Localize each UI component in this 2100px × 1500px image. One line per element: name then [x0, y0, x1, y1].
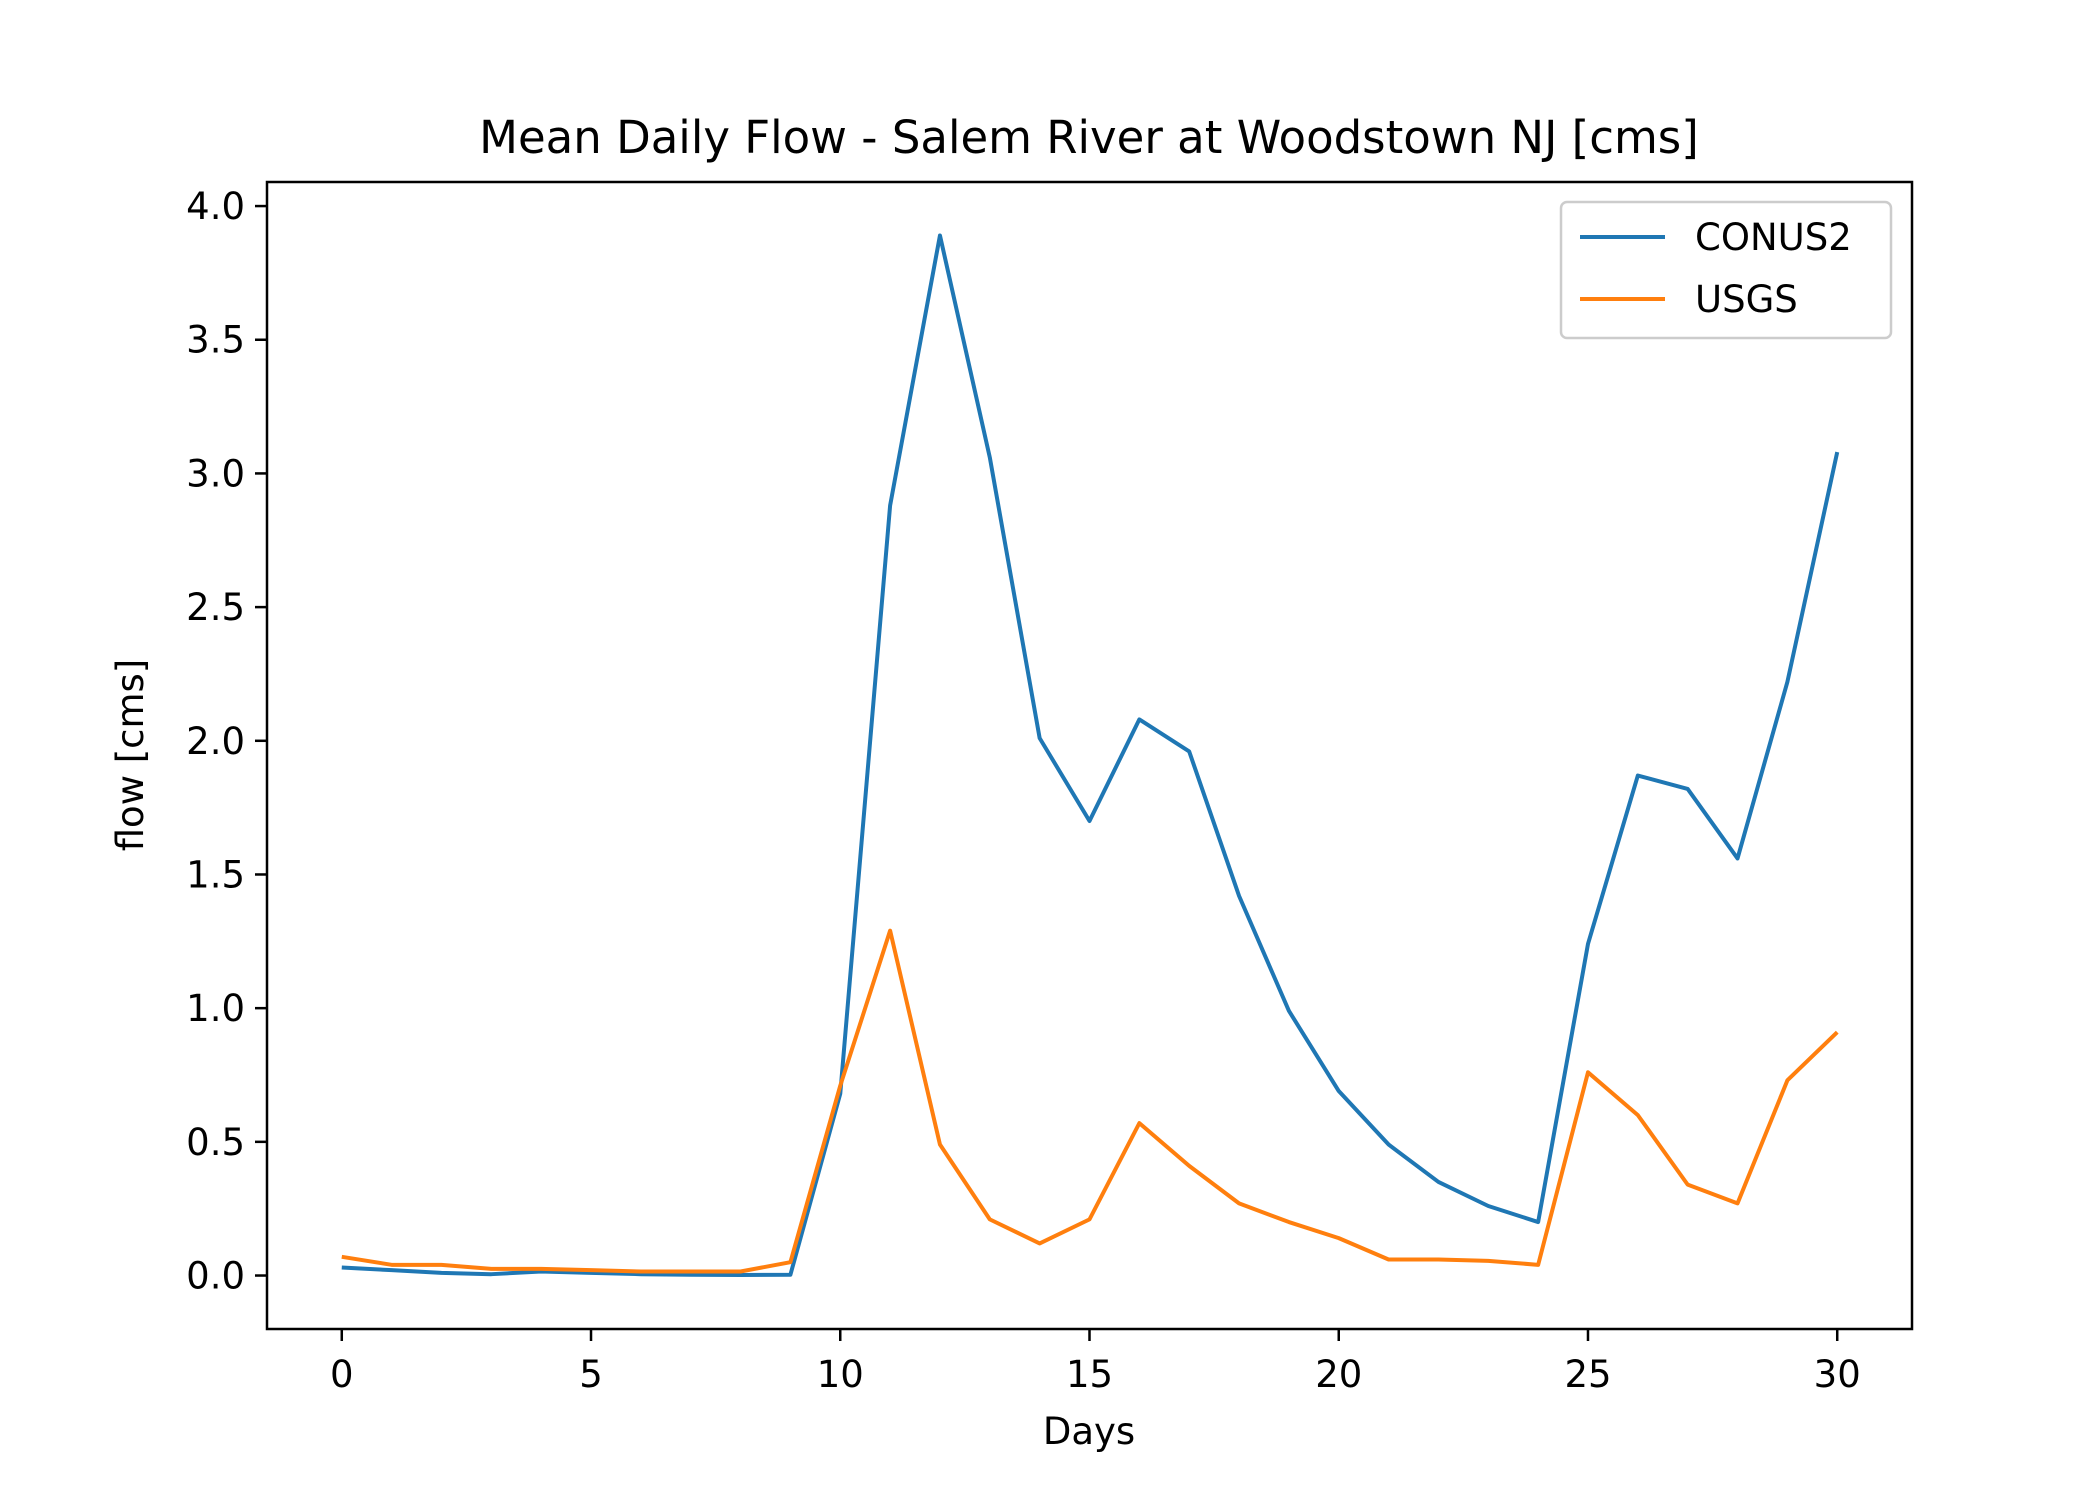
- data-point-conus2: [1536, 1220, 1540, 1224]
- data-point-usgs: [1536, 1263, 1540, 1267]
- data-point-conus2: [390, 1268, 394, 1272]
- data-point-usgs: [589, 1268, 593, 1272]
- data-point-usgs: [739, 1270, 743, 1274]
- data-point-conus2: [1835, 450, 1839, 454]
- data-point-usgs: [340, 1255, 344, 1259]
- x-tick-label: 30: [1814, 1353, 1861, 1396]
- data-point-usgs: [639, 1270, 643, 1274]
- data-point-usgs: [1038, 1241, 1042, 1245]
- data-point-usgs: [489, 1267, 493, 1271]
- data-point-conus2: [1686, 787, 1690, 791]
- data-point-conus2: [1337, 1089, 1341, 1093]
- data-point-usgs: [539, 1267, 543, 1271]
- data-point-usgs: [1287, 1220, 1291, 1224]
- data-point-usgs: [938, 1143, 942, 1147]
- y-tick-label: 4.0: [186, 185, 245, 228]
- chart-title: Mean Daily Flow - Salem River at Woodsto…: [479, 111, 1699, 164]
- data-point-usgs: [1686, 1183, 1690, 1187]
- data-point-usgs: [689, 1270, 693, 1274]
- plot-area: [340, 233, 1840, 1277]
- x-tick-label: 0: [330, 1353, 354, 1396]
- data-point-usgs: [1835, 1030, 1839, 1034]
- data-point-usgs: [1237, 1201, 1241, 1205]
- legend: CONUS2 USGS: [1559, 200, 1893, 340]
- y-axis-label: flow [cms]: [109, 659, 152, 852]
- data-point-conus2: [1785, 680, 1789, 684]
- x-tick-label: 20: [1315, 1353, 1362, 1396]
- data-point-conus2: [1137, 717, 1141, 721]
- data-point-conus2: [439, 1271, 443, 1275]
- data-point-usgs: [439, 1263, 443, 1267]
- data-point-usgs: [390, 1263, 394, 1267]
- y-tick-label: 0.5: [186, 1121, 245, 1164]
- data-point-conus2: [1038, 736, 1042, 740]
- data-point-usgs: [1088, 1217, 1092, 1221]
- data-point-conus2: [1287, 1009, 1291, 1013]
- y-tick-label: 3.5: [186, 319, 245, 362]
- legend-label: CONUS2: [1695, 216, 1852, 259]
- data-point-usgs: [1387, 1257, 1391, 1261]
- y-tick-label: 1.5: [186, 853, 245, 896]
- data-point-conus2: [1586, 942, 1590, 946]
- x-tick-label: 15: [1066, 1353, 1113, 1396]
- data-point-conus2: [938, 233, 942, 237]
- y-tick-label: 1.0: [186, 987, 245, 1030]
- x-axis-label: Days: [1043, 1410, 1135, 1453]
- data-point-usgs: [1785, 1078, 1789, 1082]
- data-point-conus2: [1387, 1143, 1391, 1147]
- series-line-conus2: [341, 233, 1840, 1277]
- legend-label: USGS: [1695, 278, 1798, 321]
- x-tick-label: 10: [817, 1353, 864, 1396]
- series-line-usgs: [341, 928, 1839, 1274]
- data-point-conus2: [1736, 856, 1740, 860]
- data-point-conus2: [1187, 749, 1191, 753]
- data-point-usgs: [788, 1260, 792, 1264]
- data-point-conus2: [1088, 819, 1092, 823]
- data-point-conus2: [988, 455, 992, 459]
- data-point-usgs: [888, 929, 892, 933]
- x-tick-label: 5: [579, 1353, 603, 1396]
- data-point-usgs: [1137, 1121, 1141, 1125]
- data-point-usgs: [1736, 1201, 1740, 1205]
- y-tick-label: 2.0: [186, 720, 245, 763]
- y-axis: 0.0 0.5 1.0 1.5 2.0 2.5 3.0 3.5 4.0: [186, 185, 267, 1298]
- data-point-usgs: [1586, 1070, 1590, 1074]
- y-tick-label: 3.0: [186, 452, 245, 495]
- data-point-usgs: [1636, 1113, 1640, 1117]
- data-point-usgs: [1187, 1164, 1191, 1168]
- data-point-usgs: [1337, 1236, 1341, 1240]
- data-point-usgs: [838, 1084, 842, 1088]
- x-tick-label: 25: [1564, 1353, 1611, 1396]
- data-point-usgs: [1436, 1257, 1440, 1261]
- data-point-conus2: [1636, 774, 1640, 778]
- x-axis: 0 5 10 15 20 25 30: [330, 1329, 1861, 1396]
- data-point-conus2: [489, 1272, 493, 1276]
- data-point-usgs: [1486, 1259, 1490, 1263]
- data-point-conus2: [739, 1273, 743, 1277]
- data-point-usgs: [988, 1217, 992, 1221]
- data-point-conus2: [1436, 1180, 1440, 1184]
- data-point-conus2: [340, 1266, 344, 1270]
- y-tick-label: 2.5: [186, 586, 245, 629]
- data-point-conus2: [888, 504, 892, 508]
- data-point-conus2: [1237, 894, 1241, 898]
- data-point-conus2: [788, 1273, 792, 1277]
- data-point-conus2: [1486, 1204, 1490, 1208]
- y-tick-label: 0.0: [186, 1255, 245, 1298]
